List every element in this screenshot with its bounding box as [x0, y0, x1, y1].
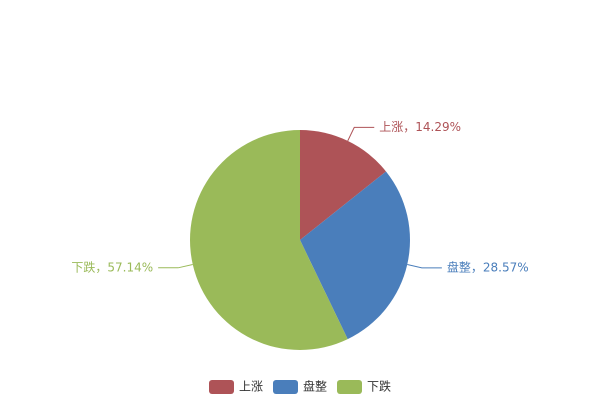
pie-slice [300, 130, 387, 240]
legend-swatch [337, 380, 362, 394]
legend-label: 下跌 [367, 379, 391, 394]
data-label: 盘整，28.57% [447, 259, 529, 274]
pie-slice [189, 130, 348, 350]
legend-swatch [209, 380, 234, 394]
legend-label: 上涨 [239, 379, 263, 394]
leader-line [158, 263, 193, 269]
data-label: 下跌，57.14% [71, 259, 153, 274]
data-label: 上涨，14.29% [379, 119, 461, 134]
leader-line [407, 264, 442, 269]
legend-swatch [273, 380, 298, 394]
leader-line [347, 126, 375, 142]
legend-label: 盘整 [303, 379, 327, 394]
pie-slice [300, 171, 410, 340]
